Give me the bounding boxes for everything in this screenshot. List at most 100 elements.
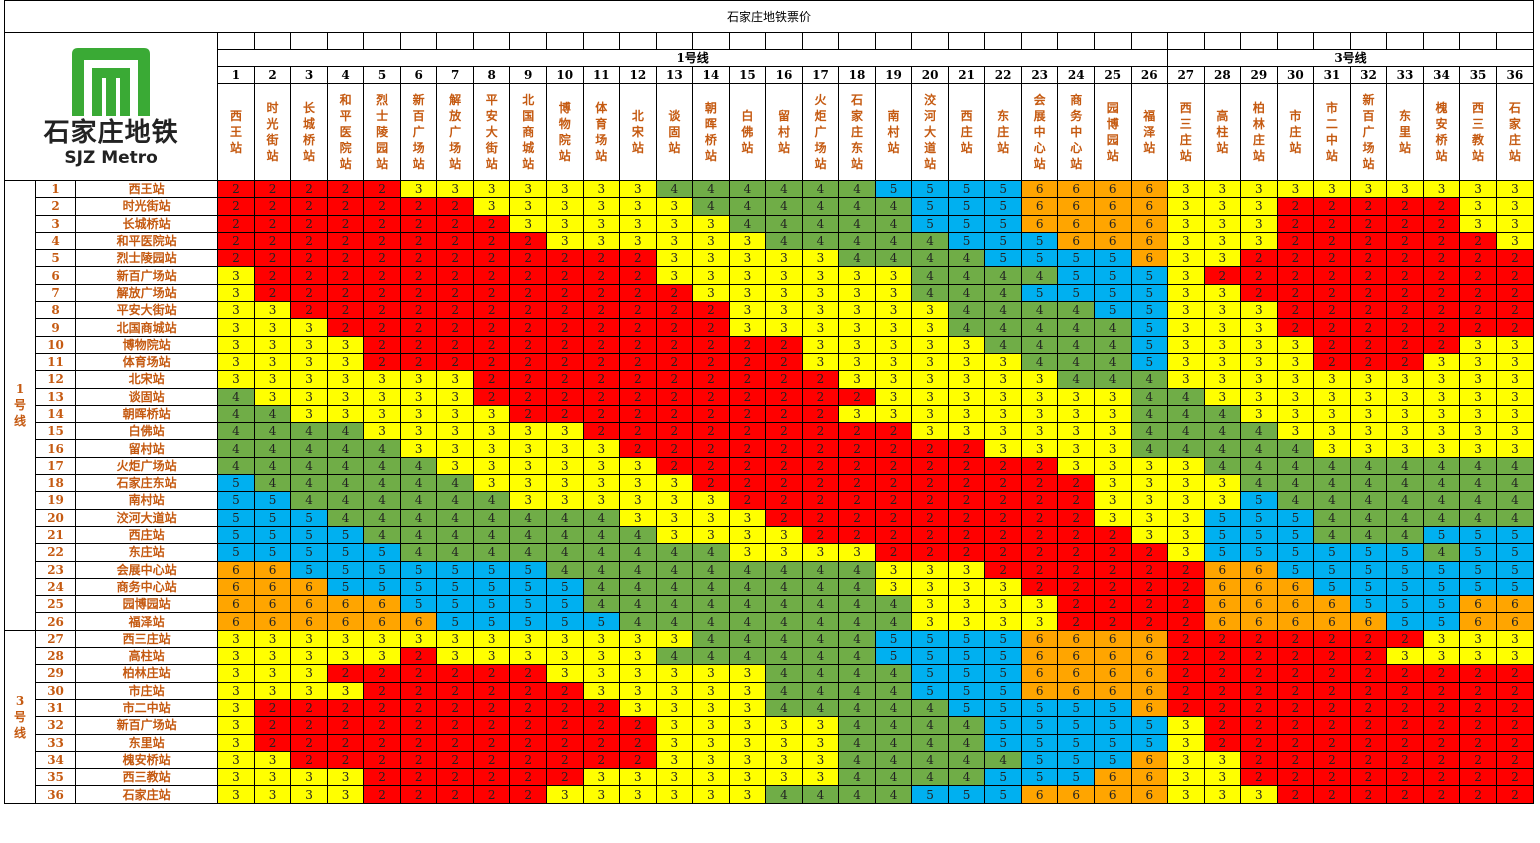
fare-cell: 2 — [619, 716, 657, 735]
fare-cell: 4 — [911, 266, 949, 285]
fare-cell: 2 — [1167, 681, 1205, 700]
row-number: 10 — [35, 335, 77, 354]
fare-cell: 6 — [1057, 179, 1095, 199]
fare-cell: 2 — [1130, 595, 1169, 614]
fare-cell: 4 — [947, 750, 986, 770]
fare-cell: 5 — [1386, 560, 1424, 579]
fare-cell: 2 — [582, 266, 621, 285]
row-station-name: 福泽站 — [75, 612, 219, 631]
col-station-name: 平安大街站 — [472, 83, 511, 181]
fare-cell: 3 — [1167, 335, 1205, 354]
fare-cell: 3 — [619, 491, 657, 510]
fare-cell: 4 — [874, 231, 913, 251]
fare-cell: 3 — [509, 629, 547, 649]
fare-cell: 2 — [546, 352, 584, 372]
col-station-label: 石家庄站 — [1508, 101, 1521, 163]
fare-cell: 3 — [1349, 370, 1388, 389]
fare-cell: 4 — [1203, 422, 1242, 441]
fare-cell: 2 — [1349, 750, 1388, 770]
fare-cell: 2 — [801, 491, 840, 510]
fare-cell: 3 — [399, 439, 438, 458]
fare-cell: 4 — [217, 422, 255, 441]
fare-cell: 3 — [217, 335, 255, 354]
fare-cell: 2 — [728, 491, 767, 510]
fare-cell: 2 — [1203, 733, 1242, 752]
fare-cell: 3 — [1240, 370, 1278, 389]
fare-cell: 6 — [363, 595, 401, 614]
fare-cell: 2 — [1459, 681, 1497, 700]
fare-cell: 4 — [1203, 456, 1242, 476]
fare-cell: 5 — [1020, 698, 1059, 718]
fare-cell: 6 — [217, 577, 255, 597]
fare-cell: 3 — [619, 456, 657, 476]
fare-cell: 3 — [619, 474, 657, 493]
fare-cell: 5 — [1057, 283, 1095, 303]
col-number: 9 — [509, 66, 547, 84]
fare-cell: 4 — [947, 249, 986, 268]
fare-cell: 2 — [1313, 301, 1351, 320]
blank-cell — [1203, 32, 1242, 50]
fare-cell: 3 — [1203, 491, 1242, 510]
fare-cell: 3 — [874, 370, 913, 389]
fare-cell: 4 — [546, 543, 584, 562]
fare-cell: 4 — [217, 456, 255, 476]
fare-cell: 4 — [1020, 318, 1059, 337]
fare-cell: 6 — [1130, 179, 1169, 199]
fare-cell: 3 — [253, 647, 292, 666]
fare-cell: 3 — [1093, 491, 1132, 510]
fare-cell: 3 — [619, 785, 657, 804]
fare-cell: 3 — [546, 179, 584, 199]
fare-cell: 3 — [947, 370, 986, 389]
fare-cell: 5 — [1422, 560, 1461, 579]
fare-cell: 2 — [692, 474, 730, 493]
fare-cell: 2 — [1459, 750, 1497, 770]
col-number: 33 — [1386, 66, 1424, 84]
fare-cell: 3 — [874, 560, 913, 579]
fare-cell: 3 — [1240, 197, 1278, 216]
fare-cell: 5 — [509, 577, 547, 597]
fare-cell: 2 — [363, 681, 401, 700]
fare-cell: 2 — [1276, 768, 1315, 787]
fare-cell: 3 — [1167, 491, 1205, 510]
fare-cell: 2 — [619, 249, 657, 268]
blank-cell — [947, 32, 986, 50]
fare-cell: 3 — [692, 785, 730, 804]
fare-cell: 3 — [838, 266, 876, 285]
fare-cell: 3 — [1167, 266, 1205, 285]
fare-cell: 3 — [399, 179, 438, 199]
fare-cell: 5 — [1020, 231, 1059, 251]
col-station-name: 北宋站 — [619, 83, 657, 181]
fare-cell: 2 — [838, 491, 876, 510]
fare-cell: 2 — [290, 283, 328, 303]
fare-cell: 5 — [984, 768, 1022, 787]
fare-cell: 2 — [582, 318, 621, 337]
fare-cell: 3 — [1093, 387, 1132, 406]
blank-cell — [692, 32, 730, 50]
blank-cell — [1093, 32, 1132, 50]
fare-cell: 2 — [546, 681, 584, 700]
fare-cell: 2 — [1057, 525, 1095, 545]
fare-cell: 2 — [509, 335, 547, 354]
fare-cell: 2 — [363, 768, 401, 787]
fare-cell: 3 — [290, 404, 328, 424]
fare-cell: 2 — [1313, 197, 1351, 216]
fare-cell: 5 — [436, 577, 474, 597]
table-row: 3 长城桥站 2 2 2 2 2 2 2 2 3 3 3 3 3 3 4 4 4 4 4 5 5 5 6 6 6 6 3 3 3 2 2 2 2 2 3… — [5, 214, 1535, 233]
fare-cell: 3 — [1167, 301, 1205, 320]
fare-cell: 2 — [217, 231, 255, 251]
fare-cell: 2 — [253, 698, 292, 718]
fare-cell: 4 — [801, 179, 840, 199]
fare-cell: 6 — [1057, 197, 1095, 216]
fare-cell: 3 — [1057, 439, 1095, 458]
fare-cell: 5 — [1020, 768, 1059, 787]
fare-cell: 4 — [765, 577, 803, 597]
blank-cell — [765, 32, 803, 50]
col-station-name: 东里站 — [1386, 83, 1424, 181]
col-station-label: 东里站 — [1398, 109, 1411, 155]
fare-cell: 4 — [947, 301, 986, 320]
fare-cell: 6 — [1130, 750, 1169, 770]
fare-cell: 2 — [1093, 577, 1132, 597]
fare-cell: 2 — [546, 750, 584, 770]
fare-cell: 3 — [253, 335, 292, 354]
fare-cell: 6 — [1130, 785, 1169, 804]
